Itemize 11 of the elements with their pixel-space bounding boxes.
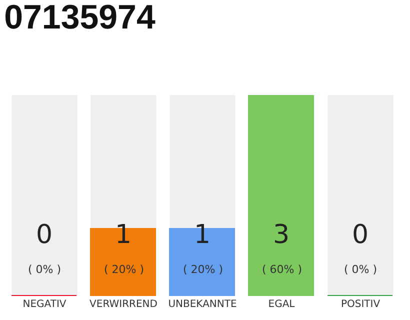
data-label: 1 ( 20% ) [183, 220, 224, 276]
data-label: 0 ( 0% ) [344, 220, 378, 276]
data-label: 0 ( 0% ) [28, 220, 62, 276]
x-tick-label: NEGATIV [22, 299, 66, 310]
x-tick-label: POSITIV [340, 299, 380, 310]
data-label: 3 ( 60% ) [262, 220, 302, 276]
x-tick-label: UNBEKANNTE [168, 299, 237, 310]
x-tick-label: EGAL [268, 299, 296, 310]
data-label: 1 ( 20% ) [104, 220, 144, 276]
x-tick-label: VERWIRREND [90, 299, 158, 310]
chart-title: 07135974 [4, 0, 156, 37]
